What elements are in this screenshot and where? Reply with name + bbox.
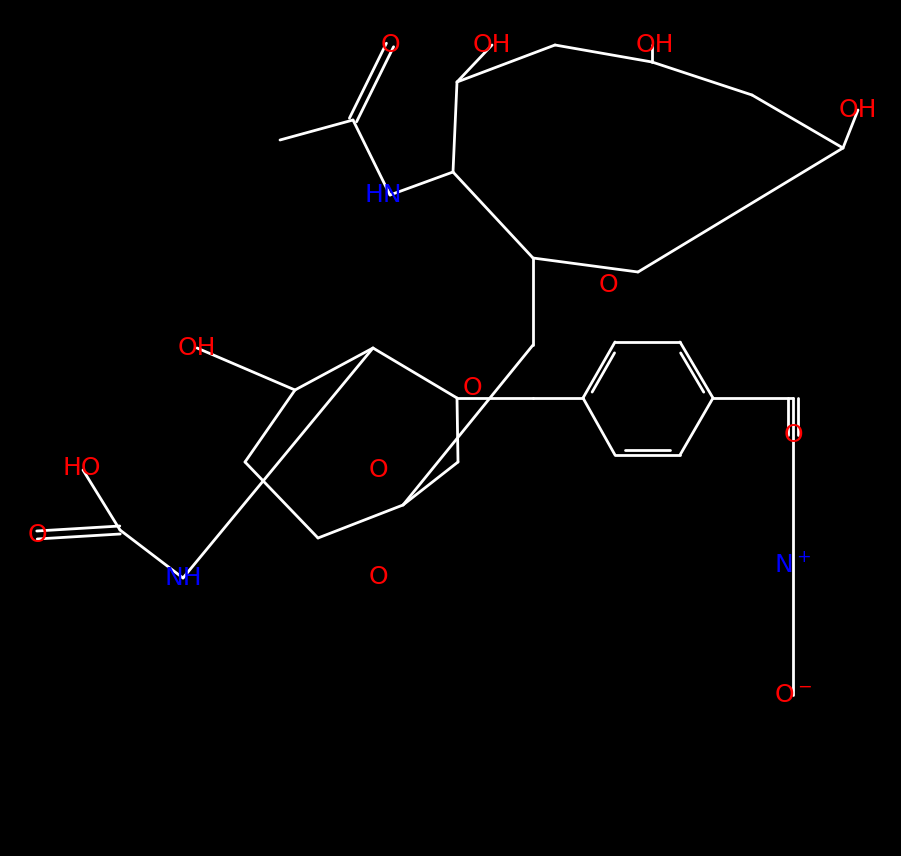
Text: NH: NH xyxy=(164,566,202,590)
Text: O: O xyxy=(462,376,482,400)
Text: OH: OH xyxy=(839,98,878,122)
Text: O: O xyxy=(369,565,387,589)
Text: O: O xyxy=(783,423,803,447)
Text: OH: OH xyxy=(177,336,216,360)
Text: O$^-$: O$^-$ xyxy=(774,683,812,707)
Text: O: O xyxy=(27,523,47,547)
Text: OH: OH xyxy=(473,33,511,57)
Text: O: O xyxy=(380,33,400,57)
Text: OH: OH xyxy=(636,33,674,57)
Text: N$^+$: N$^+$ xyxy=(774,552,812,578)
Text: HN: HN xyxy=(364,183,402,207)
Text: O: O xyxy=(598,273,618,297)
Text: O: O xyxy=(369,458,387,482)
Text: HO: HO xyxy=(63,456,101,480)
